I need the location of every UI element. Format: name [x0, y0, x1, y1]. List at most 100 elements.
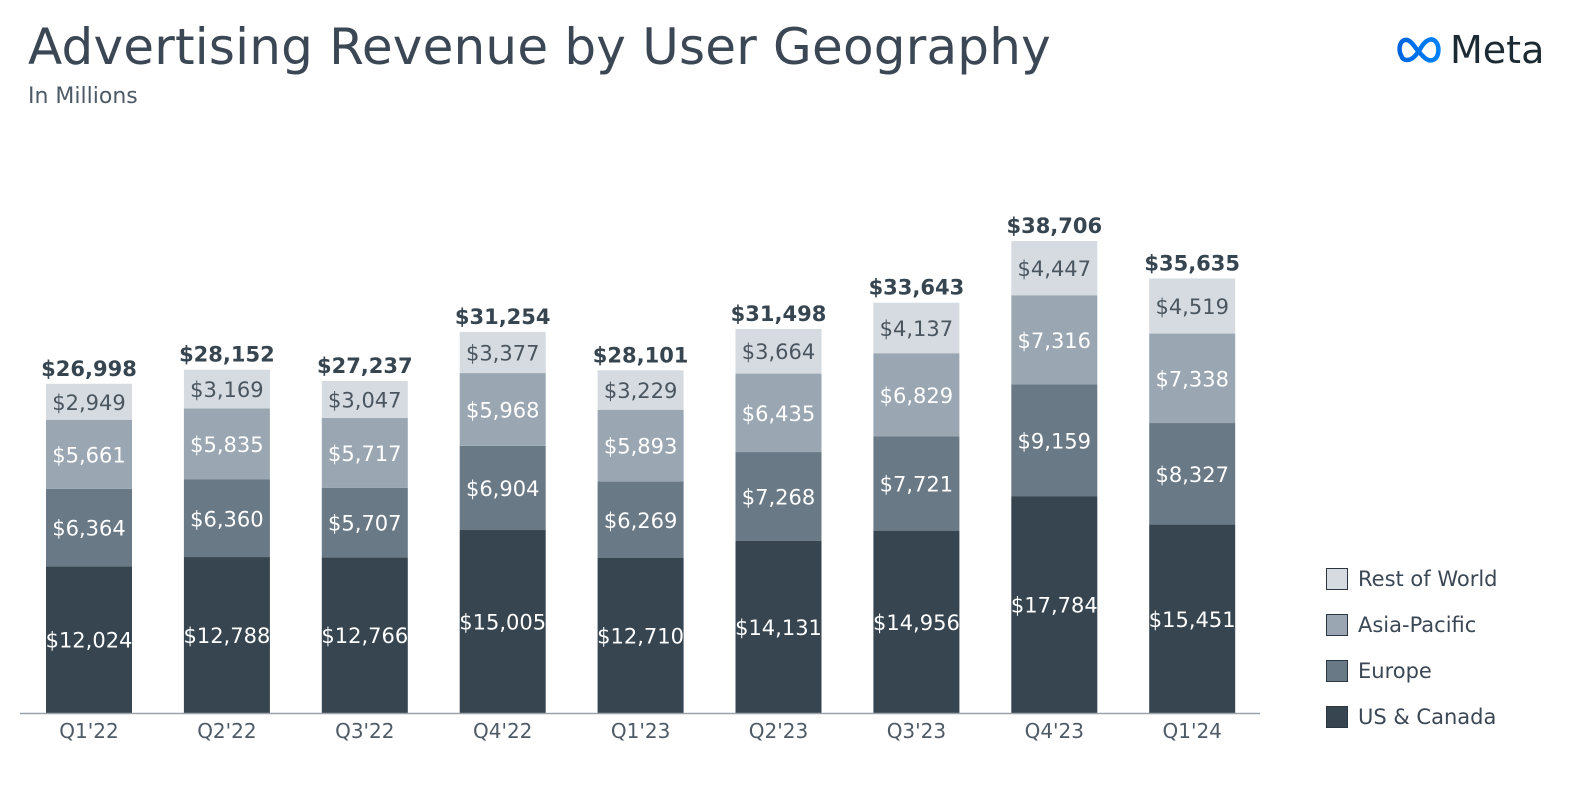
segment-label: $7,268: [742, 485, 815, 509]
bar-segment: [46, 383, 132, 420]
segment-label: $14,131: [735, 616, 822, 640]
legend: Rest of World Asia-Pacific Europe US & C…: [1326, 556, 1498, 740]
bar-segment: [873, 302, 960, 354]
bar-segment: [1149, 423, 1236, 525]
segment-label: $5,968: [466, 398, 539, 422]
legend-label: Europe: [1358, 659, 1432, 683]
bar-segment: [597, 481, 684, 559]
total-label: $38,706: [1006, 214, 1102, 238]
x-tick-label: Q2'23: [749, 719, 808, 743]
segment-label: $7,316: [1018, 329, 1091, 353]
segment-label: $12,024: [46, 629, 133, 653]
segment-label: $9,159: [1018, 429, 1091, 453]
legend-swatch: [1326, 614, 1348, 636]
segment-label: $6,364: [52, 517, 125, 541]
bar-segment: [873, 436, 960, 531]
segment-label: $6,904: [466, 477, 539, 501]
legend-label: Rest of World: [1358, 567, 1498, 591]
bar-segment: [183, 557, 270, 713]
bar-segment: [46, 419, 132, 489]
x-tick-label: Q1'23: [611, 719, 670, 743]
segment-label: $17,784: [1011, 594, 1098, 618]
segment-label: $5,835: [190, 433, 263, 457]
legend-label: Asia-Pacific: [1358, 613, 1477, 637]
segment-label: $4,137: [880, 317, 953, 341]
bar-segment: [597, 558, 684, 713]
segment-label: $3,377: [466, 341, 539, 365]
x-tick-label: Q3'22: [335, 719, 394, 743]
segment-label: $12,710: [597, 625, 684, 649]
legend-swatch: [1326, 568, 1348, 590]
legend-item-rest-of-world: Rest of World: [1326, 556, 1498, 602]
bar-segment: [459, 373, 546, 446]
legend-swatch: [1326, 660, 1348, 682]
meta-infinity-icon: [1397, 37, 1441, 63]
x-tick-label: Q4'23: [1025, 719, 1084, 743]
bar-segment: [321, 380, 408, 419]
bar-segment: [735, 540, 822, 713]
legend-item-us-canada: US & Canada: [1326, 694, 1498, 740]
bar-segment: [735, 328, 822, 374]
segment-label: $4,447: [1018, 257, 1091, 281]
segment-label: $7,721: [880, 473, 953, 497]
x-tick-label: Q1'24: [1162, 719, 1221, 743]
bar-segment: [735, 373, 822, 453]
segment-label: $2,949: [52, 391, 125, 415]
legend-swatch: [1326, 706, 1348, 728]
segment-label: $6,435: [742, 402, 815, 426]
logo-wordmark: Meta: [1450, 28, 1545, 72]
segment-label: $7,338: [1155, 367, 1228, 391]
bar-segment: [321, 418, 408, 488]
bar-segment: [1011, 295, 1098, 385]
bar-segment: [1149, 333, 1236, 424]
segment-label: $8,327: [1155, 463, 1228, 487]
bar-segment: [597, 370, 684, 410]
segment-label: $3,229: [604, 379, 677, 403]
segment-label: $5,717: [328, 442, 401, 466]
bar-segment: [873, 353, 960, 437]
bar-segment: [321, 557, 408, 713]
bar-segment: [597, 409, 684, 482]
bar-segment: [1011, 496, 1098, 713]
segment-label: $3,664: [742, 340, 815, 364]
bar-segment: [459, 530, 546, 713]
bar-segment: [46, 566, 132, 713]
x-tick-label: Q4'22: [473, 719, 532, 743]
segment-label: $5,707: [328, 512, 401, 536]
segment-label: $6,269: [604, 509, 677, 533]
segment-label: $12,766: [321, 624, 408, 648]
segment-label: $15,005: [459, 611, 546, 635]
legend-item-asia-pacific: Asia-Pacific: [1326, 602, 1498, 648]
segment-label: $4,519: [1155, 295, 1228, 319]
bar-segment: [735, 452, 822, 541]
bar-segment: [459, 445, 546, 531]
segment-label: $14,956: [873, 611, 960, 635]
stacked-bar-chart: $12,024 $6,364 $5,661 $2,949 $26,998 Q1'22 $12…: [20, 214, 1260, 743]
segment-label: $15,451: [1149, 608, 1236, 632]
total-label: $26,998: [41, 357, 137, 381]
total-label: $31,498: [731, 302, 827, 326]
chart-subtitle: In Millions: [28, 84, 138, 109]
legend-label: US & Canada: [1358, 705, 1497, 729]
total-label: $35,635: [1144, 251, 1240, 275]
total-label: $28,101: [593, 343, 689, 367]
segment-label: $12,788: [183, 624, 270, 648]
total-label: $33,643: [869, 276, 965, 300]
segment-label: $5,893: [604, 435, 677, 459]
bar-segment: [873, 530, 960, 713]
bar-segment: [46, 488, 132, 567]
bar-segment: [183, 369, 270, 409]
segment-label: $3,169: [190, 378, 263, 402]
x-tick-label: Q1'22: [59, 719, 118, 743]
bar-segment: [1011, 241, 1098, 296]
bar-segment: [1149, 278, 1236, 334]
total-label: $27,237: [317, 354, 413, 378]
total-label: $31,254: [455, 305, 551, 329]
x-tick-label: Q2'22: [197, 719, 256, 743]
total-label: $28,152: [179, 343, 275, 367]
x-tick-label: Q3'23: [887, 719, 946, 743]
chart-title: Advertising Revenue by User Geography: [28, 18, 1051, 76]
segment-label: $6,360: [190, 507, 263, 531]
segment-label: $3,047: [328, 388, 401, 412]
meta-logo: Meta: [1396, 28, 1544, 72]
